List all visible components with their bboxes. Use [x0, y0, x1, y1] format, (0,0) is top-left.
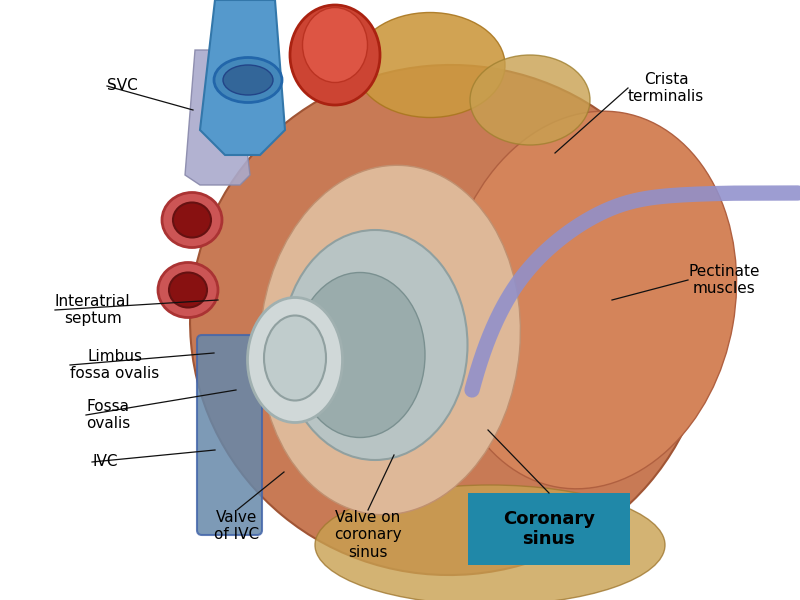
Ellipse shape [264, 316, 326, 401]
Text: IVC: IVC [92, 455, 118, 469]
Ellipse shape [162, 193, 222, 247]
Ellipse shape [295, 272, 425, 437]
Ellipse shape [282, 230, 467, 460]
Ellipse shape [259, 165, 521, 515]
Ellipse shape [247, 298, 342, 422]
Bar [468, 493, 630, 565]
Text: Valve
of IVC: Valve of IVC [214, 510, 259, 542]
Text: SVC: SVC [107, 79, 138, 94]
Ellipse shape [470, 55, 590, 145]
Ellipse shape [302, 7, 367, 82]
Ellipse shape [158, 263, 218, 317]
FancyBboxPatch shape [197, 335, 262, 535]
Polygon shape [185, 50, 250, 185]
Text: Valve on
coronary
sinus: Valve on coronary sinus [334, 510, 402, 560]
Ellipse shape [290, 5, 380, 105]
Text: Limbus
fossa ovalis: Limbus fossa ovalis [70, 349, 159, 381]
Ellipse shape [173, 202, 211, 238]
Text: Coronary
sinus: Coronary sinus [503, 509, 595, 548]
Ellipse shape [223, 65, 273, 95]
Ellipse shape [214, 58, 282, 103]
Ellipse shape [190, 65, 710, 575]
Ellipse shape [315, 485, 665, 600]
Text: Fossa
ovalis: Fossa ovalis [86, 399, 130, 431]
Polygon shape [200, 0, 285, 155]
Text: Crista
terminalis: Crista terminalis [628, 72, 704, 104]
Ellipse shape [443, 111, 737, 489]
Text: Pectinate
muscles: Pectinate muscles [688, 264, 759, 296]
Ellipse shape [355, 13, 505, 118]
Ellipse shape [169, 272, 207, 307]
Text: Interatrial
septum: Interatrial septum [55, 294, 130, 326]
